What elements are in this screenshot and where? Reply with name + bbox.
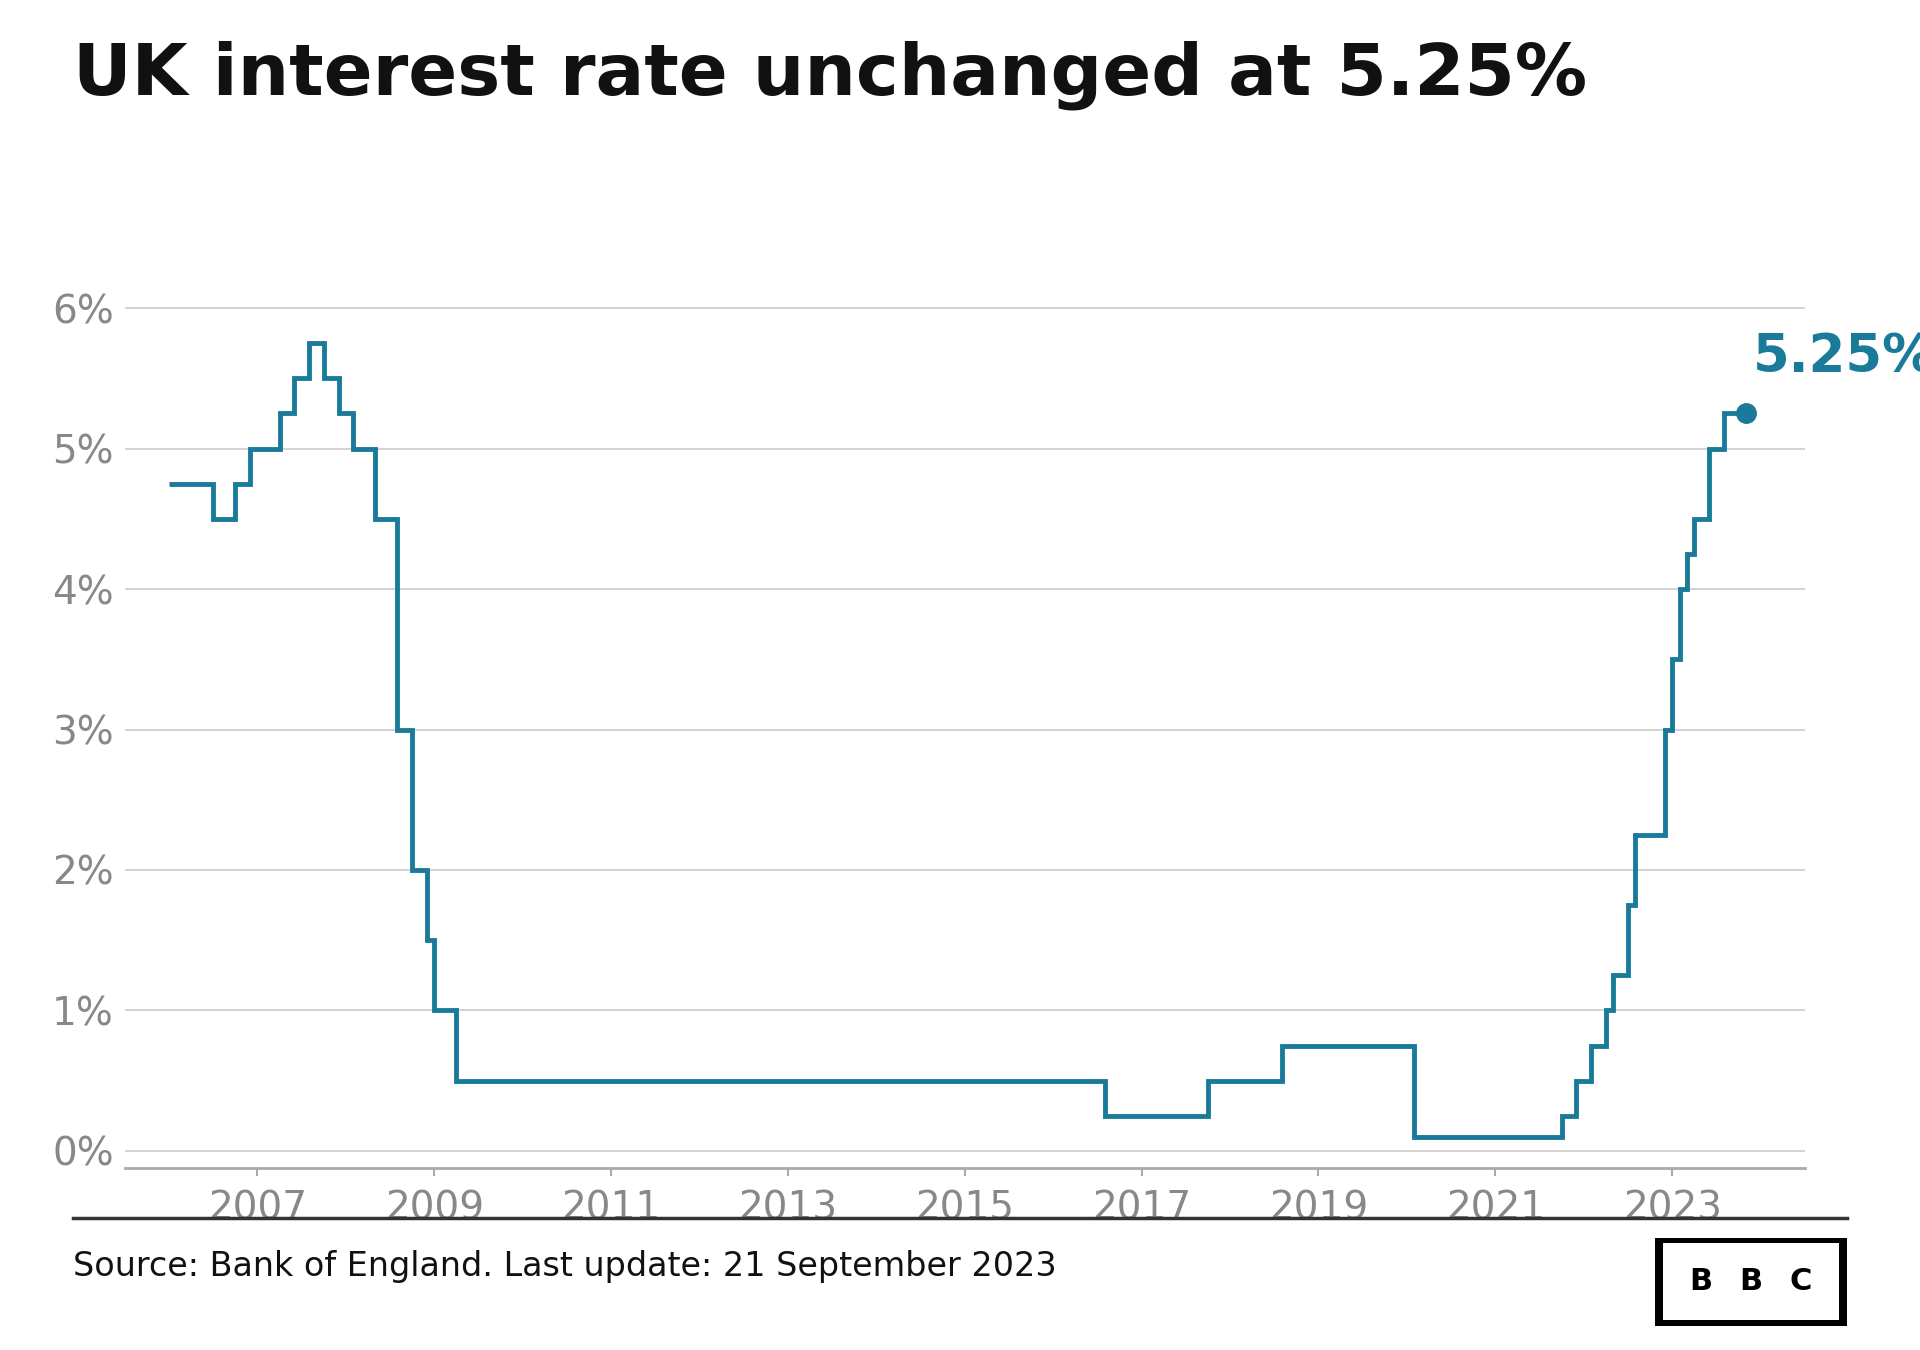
Text: B: B bbox=[1690, 1268, 1713, 1296]
Text: C: C bbox=[1789, 1268, 1812, 1296]
Text: B: B bbox=[1740, 1268, 1763, 1296]
Text: 5.25%: 5.25% bbox=[1753, 331, 1920, 382]
Text: Source: Bank of England. Last update: 21 September 2023: Source: Bank of England. Last update: 21… bbox=[73, 1250, 1056, 1282]
Text: UK interest rate unchanged at 5.25%: UK interest rate unchanged at 5.25% bbox=[73, 40, 1588, 109]
